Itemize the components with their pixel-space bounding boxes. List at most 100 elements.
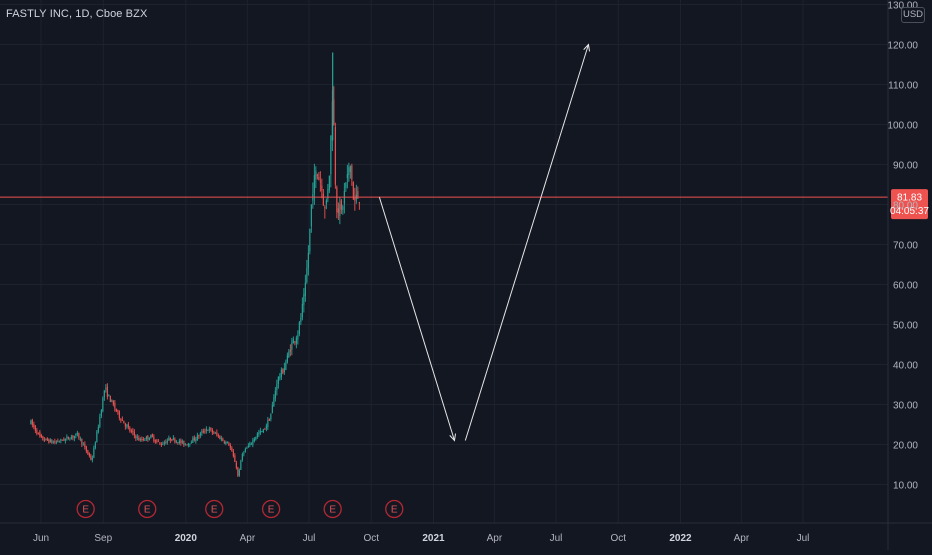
y-tick-label: 10.00 <box>893 481 918 492</box>
candle-body <box>345 182 347 188</box>
y-tick-label: 90.00 <box>893 161 918 172</box>
candle-body <box>180 440 182 443</box>
candle-body <box>52 442 54 444</box>
currency-button[interactable]: USD <box>901 7 925 23</box>
candle-body <box>306 268 308 283</box>
candle-body <box>66 437 68 438</box>
candle-body <box>237 467 239 476</box>
candle-body <box>147 435 149 440</box>
candle-body <box>241 454 243 460</box>
candle-body <box>85 446 87 452</box>
y-tick-label: 30.00 <box>893 401 918 412</box>
candle-body <box>148 438 150 441</box>
candle-body <box>33 424 35 428</box>
candle-body <box>232 451 234 457</box>
candle-body <box>235 462 237 468</box>
candle-body <box>190 442 192 444</box>
candle-body <box>295 338 297 344</box>
earnings-marker-label: E <box>391 505 398 516</box>
x-tick-label: Oct <box>610 533 626 544</box>
candle-body <box>120 419 122 421</box>
candle-body <box>157 440 159 442</box>
candle-body <box>139 439 141 440</box>
candle-body <box>48 439 50 443</box>
earnings-marker[interactable]: E <box>138 499 157 519</box>
candle-body <box>88 453 90 457</box>
candle-body <box>265 425 267 429</box>
candle-body <box>339 204 341 216</box>
candle-body <box>105 388 107 390</box>
candle-body <box>114 402 116 409</box>
x-tick-label: Apr <box>734 533 750 544</box>
candle-body <box>271 405 273 414</box>
projection-drawings[interactable] <box>378 43 591 442</box>
earnings-marker[interactable]: E <box>323 499 342 519</box>
candle-body <box>73 435 75 439</box>
candle-body <box>40 434 42 438</box>
candle-body <box>255 436 257 440</box>
earnings-marker[interactable]: E <box>261 499 281 519</box>
candle-body <box>273 397 275 407</box>
candle-body <box>171 439 173 441</box>
candle-body <box>229 445 231 448</box>
candle-body <box>144 439 146 441</box>
candle-body <box>205 429 207 431</box>
candle-body <box>39 432 41 436</box>
candle-body <box>169 437 171 441</box>
candle-body <box>216 432 218 435</box>
candle-body <box>315 170 317 180</box>
earnings-marker-label: E <box>144 505 151 516</box>
candle-body <box>160 443 162 446</box>
candle-body <box>196 435 198 440</box>
candle-body <box>69 439 71 441</box>
candle-body <box>334 127 336 185</box>
candle-body <box>297 335 299 340</box>
candle-body <box>264 428 266 430</box>
candle-body <box>213 432 215 434</box>
y-tick-label: 80.00 <box>893 201 918 212</box>
candle-body <box>96 431 98 443</box>
candle-body <box>342 206 344 211</box>
candle-body <box>133 432 135 436</box>
candle-body <box>91 457 93 460</box>
earnings-marker[interactable]: E <box>385 499 404 519</box>
candle-body <box>336 187 338 213</box>
candle-body <box>292 339 294 344</box>
price-tag <box>891 189 928 220</box>
candle-body <box>156 440 158 442</box>
candle-body <box>211 429 213 433</box>
candle-body <box>220 438 222 440</box>
candle-body <box>36 430 38 434</box>
earnings-marker-label: E <box>82 505 89 516</box>
candle-body <box>325 200 327 205</box>
candle-body <box>175 441 177 443</box>
candle-body <box>55 441 57 443</box>
candle-body <box>351 165 353 180</box>
candle-body <box>321 185 323 191</box>
candle-body <box>30 420 32 424</box>
candle-body <box>267 420 269 428</box>
candle-body <box>207 430 209 432</box>
x-tick-label: Apr <box>487 533 503 544</box>
earnings-marker-label: E <box>268 505 275 516</box>
candle-body <box>117 410 119 412</box>
x-tick-label: Apr <box>240 533 256 544</box>
earnings-marker[interactable]: E <box>205 499 224 519</box>
earnings-marker-circle <box>323 499 342 519</box>
candle-body <box>78 433 80 439</box>
candle-body <box>222 438 224 441</box>
candle-body <box>328 175 330 191</box>
candle-series <box>30 52 360 477</box>
candle-body <box>340 200 342 210</box>
candle-body <box>244 449 246 453</box>
candle-body <box>57 440 59 442</box>
candle-body <box>319 181 321 182</box>
candle-body <box>168 438 170 441</box>
earnings-marker[interactable]: E <box>76 499 95 519</box>
candle-body <box>187 443 189 446</box>
candle-body <box>268 419 270 421</box>
